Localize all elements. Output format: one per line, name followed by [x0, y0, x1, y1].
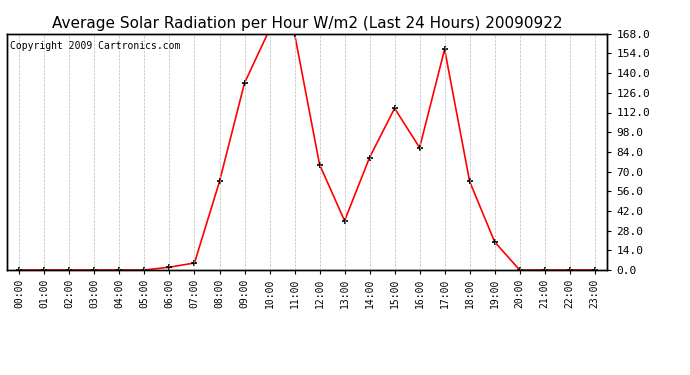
Title: Average Solar Radiation per Hour W/m2 (Last 24 Hours) 20090922: Average Solar Radiation per Hour W/m2 (L… — [52, 16, 562, 31]
Text: Copyright 2009 Cartronics.com: Copyright 2009 Cartronics.com — [10, 41, 180, 51]
